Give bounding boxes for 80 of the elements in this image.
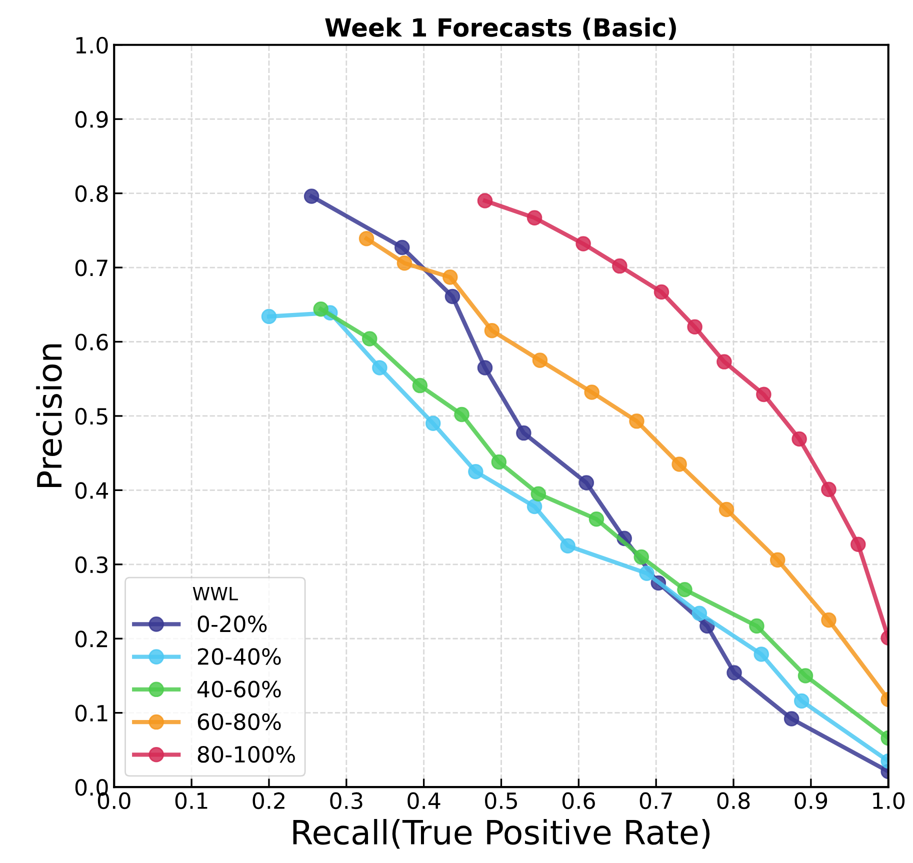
- y-tick-label: 0.1: [75, 704, 108, 722]
- y-tick-label: 1.0: [76, 36, 108, 54]
- point: [639, 566, 654, 581]
- legend-label: 40-60%: [197, 680, 281, 698]
- x-tick-label: 0.8: [717, 792, 750, 810]
- point: [634, 549, 650, 565]
- point: [425, 416, 441, 432]
- x-tick-label: 0.3: [330, 792, 362, 810]
- point: [468, 464, 484, 480]
- x-tick-label: 1.0: [873, 792, 905, 810]
- point: [412, 378, 428, 394]
- point: [358, 230, 374, 246]
- point: [798, 668, 814, 684]
- y-axis-title: Precision: [36, 344, 62, 488]
- point: [850, 536, 866, 552]
- point: [784, 711, 800, 726]
- point: [313, 301, 328, 317]
- chart-title: Week 1 Forecasts (Basic): [325, 18, 676, 40]
- x-tick-label: 0.2: [252, 792, 284, 810]
- y-tick-label: 0.2: [75, 630, 108, 648]
- point: [716, 354, 732, 370]
- point: [484, 322, 500, 338]
- point: [584, 384, 600, 400]
- point: [477, 360, 493, 376]
- point: [444, 288, 460, 304]
- y-tick-label: 0.8: [75, 185, 108, 202]
- legend-label: 80-100%: [198, 746, 295, 763]
- y-tick-label: 0.4: [75, 482, 108, 499]
- point: [304, 188, 320, 204]
- point: [794, 693, 810, 709]
- point: [726, 665, 742, 680]
- x-tick-label: 0.1: [175, 792, 208, 810]
- point: [692, 606, 708, 622]
- point: [792, 431, 807, 447]
- point: [770, 552, 786, 568]
- point: [718, 502, 734, 518]
- point: [362, 331, 378, 346]
- point: [394, 240, 410, 256]
- point: [756, 386, 772, 402]
- point: [526, 498, 542, 514]
- point: [588, 511, 604, 527]
- y-tick-label: 0.5: [75, 408, 108, 425]
- point: [749, 618, 764, 634]
- point: [372, 360, 388, 376]
- x-tick-label: 0.7: [640, 792, 672, 810]
- point: [672, 456, 687, 472]
- point: [477, 193, 493, 208]
- x-tick-label: 0.9: [794, 792, 828, 810]
- point: [516, 425, 532, 441]
- point: [530, 486, 546, 502]
- point: [532, 352, 548, 368]
- point: [821, 612, 836, 628]
- point: [560, 538, 576, 554]
- point: [261, 308, 277, 324]
- x-tick-label: 0.5: [485, 792, 517, 810]
- point: [442, 270, 458, 285]
- legend-label: 60-80%: [198, 713, 281, 730]
- point: [526, 210, 542, 226]
- point: [576, 236, 591, 252]
- point: [754, 646, 770, 662]
- x-axis-title: Recall(True Positive Rate): [293, 818, 710, 849]
- point: [396, 255, 412, 271]
- point: [677, 582, 692, 598]
- point: [654, 284, 670, 300]
- y-tick-label: 0.9: [75, 111, 108, 128]
- point: [454, 406, 470, 422]
- legend-label: 20-40%: [198, 648, 281, 665]
- y-tick-label: 0.7: [75, 259, 108, 276]
- point: [578, 475, 594, 490]
- legend-title: WWL: [192, 587, 238, 600]
- x-tick-label: 0.4: [408, 792, 440, 810]
- point: [629, 414, 644, 429]
- legend-label: 0-20%: [198, 615, 267, 632]
- point: [821, 482, 836, 498]
- point: [687, 319, 702, 335]
- point: [612, 258, 628, 274]
- y-tick-label: 0.3: [75, 556, 108, 574]
- x-tick-label: 0.6: [562, 792, 595, 810]
- point: [491, 454, 507, 470]
- y-tick-label: 0.6: [75, 334, 108, 351]
